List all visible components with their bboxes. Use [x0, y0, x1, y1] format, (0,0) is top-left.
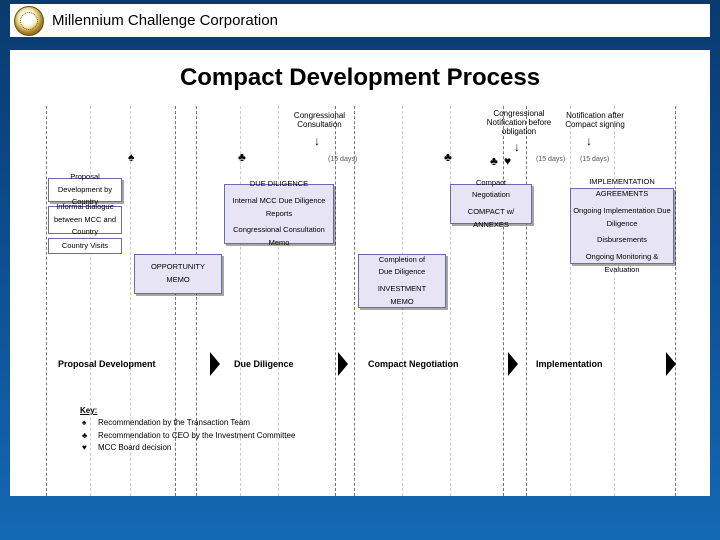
page-title: Compact Development Process [180, 64, 540, 92]
phase-ph4: Implementation [526, 352, 676, 376]
box-informal: Informal dialoguebetween MCC andCountry [48, 206, 122, 234]
cong-notif: CongressionalNotification beforeobligati… [484, 110, 554, 136]
box-compact-neg: CompactNegotiationCOMPACT w/ANNEXES [450, 184, 532, 224]
swimlane-divider [614, 106, 615, 496]
down-arrow-icon: ↓ [514, 140, 520, 154]
slide-root: Millennium Challenge Corporation Compact… [0, 0, 720, 540]
down-arrow-icon: ↓ [586, 134, 592, 148]
heart1-icon: ♥ [504, 154, 511, 168]
duration-label: (15 days) [580, 156, 609, 163]
spade1-icon: ♠ [128, 150, 134, 164]
swimlane-divider [450, 106, 451, 496]
org-name: Millennium Challenge Corporation [52, 12, 278, 29]
club1-icon: ♣ [238, 150, 246, 164]
title-bar: Compact Development Process [10, 50, 710, 106]
swimlane [526, 106, 676, 496]
phase-ph2: Due Diligence [224, 352, 348, 376]
duration-label: (15 days) [536, 156, 565, 163]
cong-consult: CongressionalConsultation [292, 112, 347, 130]
club2-icon: ♣ [444, 150, 452, 164]
swimlane-divider [570, 106, 571, 496]
duration-label: (15 days) [328, 156, 357, 163]
notif-signing: Notification afterCompact signing [562, 112, 628, 130]
legend-key: Key:♠Recommendation by the Transaction T… [80, 406, 297, 456]
phase-ph1: Proposal Development [48, 352, 220, 376]
us-seal-icon [14, 6, 44, 36]
phase-ph3: Compact Negotiation [358, 352, 518, 376]
box-impl: IMPLEMENTATIONAGREEMENTSOngoing Implemen… [570, 188, 674, 264]
box-visits: Country Visits [48, 238, 122, 254]
header-bar: Millennium Challenge Corporation [10, 4, 710, 38]
process-diagram: CongressionalConsultation CongressionalNo… [10, 106, 710, 496]
club3-icon: ♣ [490, 154, 498, 168]
box-prop-dev: ProposalDevelopment byCountry [48, 178, 122, 202]
down-arrow-icon: ↓ [314, 134, 320, 148]
box-opp-memo: OPPORTUNITYMEMO [134, 254, 222, 294]
box-dd: DUE DILIGENCEInternal MCC Due DiligenceR… [224, 184, 334, 244]
box-inv-memo: Completion ofDue DiligenceINVESTMENTMEMO [358, 254, 446, 308]
